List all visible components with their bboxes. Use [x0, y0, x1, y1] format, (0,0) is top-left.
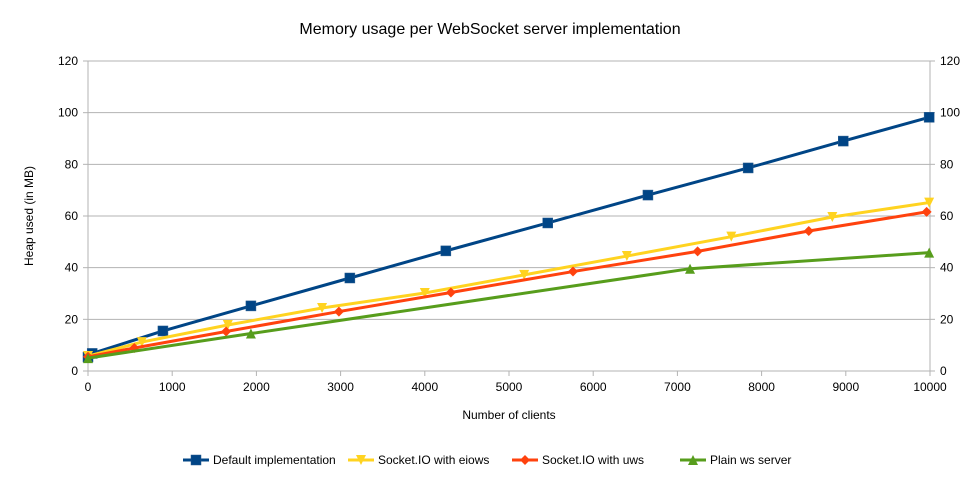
x-tick-label: 6000 [580, 380, 607, 394]
legend-marker [190, 454, 202, 466]
data-point [924, 197, 935, 208]
y-axis-label: Heap used (in MB) [22, 166, 36, 266]
series-default-implementation [82, 112, 935, 363]
y2-tick-label: 80 [940, 157, 954, 171]
y2-tick-label: 40 [940, 261, 954, 275]
data-point [692, 246, 703, 257]
legend-item: Plain ws server [680, 453, 791, 467]
series-line [87, 201, 930, 358]
legend-item: Socket.IO with eiows [348, 453, 489, 467]
x-tick-label: 0 [85, 380, 92, 394]
x-tick-label: 8000 [748, 380, 775, 394]
data-point [440, 245, 452, 257]
data-point [136, 337, 147, 348]
series-plain-ws-server [83, 247, 935, 364]
y-tick-label: 20 [65, 312, 79, 326]
y2-tick-label: 120 [940, 54, 960, 68]
chart-title: Memory usage per WebSocket server implem… [299, 21, 680, 38]
data-point [83, 353, 93, 364]
data-point [726, 231, 737, 242]
y2-tick-label: 0 [940, 364, 947, 378]
legend-label: Default implementation [213, 453, 336, 467]
x-tick-label: 1000 [159, 380, 186, 394]
data-point [621, 251, 632, 262]
data-point [445, 287, 456, 298]
y2-tick-label: 100 [940, 106, 960, 120]
data-point [567, 266, 578, 277]
y2-tick-label: 20 [940, 312, 954, 326]
data-point [542, 217, 553, 229]
x-tick-label: 3000 [327, 380, 354, 394]
data-point [924, 247, 935, 258]
x-tick-label: 2000 [243, 380, 270, 394]
legend-marker [688, 455, 698, 465]
legend-item: Socket.IO with uws [512, 453, 644, 467]
legend-item: Default implementation [183, 453, 336, 467]
x-tick-label: 4000 [411, 380, 438, 394]
legend-label: Socket.IO with eiows [378, 453, 489, 467]
legend-label: Plain ws server [710, 453, 791, 467]
data-point [245, 300, 257, 312]
x-axis-label: Number of clients [462, 408, 555, 422]
series-line [87, 251, 930, 360]
y-tick-label: 120 [58, 54, 78, 68]
x-tick-label: 10000 [913, 380, 947, 394]
y-tick-label: 100 [58, 106, 78, 120]
data-point [157, 325, 169, 337]
data-point [921, 206, 932, 217]
y2-tick-label: 60 [940, 209, 954, 223]
x-tick-label: 5000 [496, 380, 523, 394]
data-point [685, 263, 696, 274]
series-line [87, 115, 930, 359]
data-point [827, 212, 838, 223]
data-point [245, 328, 256, 339]
data-point [419, 287, 430, 298]
x-tick-label: 7000 [664, 380, 691, 394]
data-point [333, 306, 344, 317]
data-point [344, 272, 356, 284]
data-point [803, 225, 814, 236]
data-point [222, 320, 233, 331]
data-point [519, 269, 530, 280]
legend-marker [520, 455, 530, 465]
legend-label: Socket.IO with uws [542, 453, 644, 467]
y-tick-label: 0 [71, 364, 78, 378]
data-point [923, 112, 935, 123]
x-tick-label: 9000 [832, 380, 859, 394]
data-point [221, 326, 232, 337]
data-point [317, 302, 328, 313]
legend-marker [356, 455, 366, 465]
y-tick-label: 60 [65, 209, 79, 223]
y-tick-label: 80 [65, 157, 79, 171]
data-point [838, 135, 849, 147]
data-point [742, 162, 754, 174]
series-socket-io-with-eiows [83, 197, 935, 362]
y-tick-label: 40 [65, 261, 79, 275]
data-point [642, 189, 654, 201]
